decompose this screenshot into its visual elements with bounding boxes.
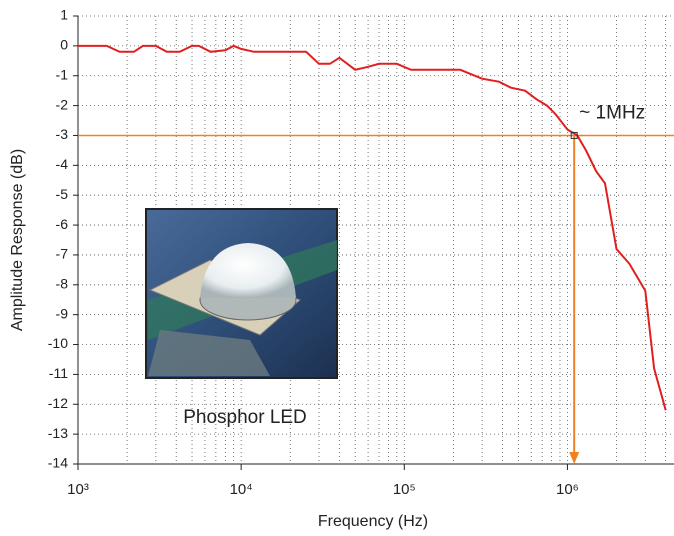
y-tick-label: -14 [48,455,68,471]
y-axis-title: Amplitude Response (dB) [9,149,26,331]
y-tick-label: -1 [56,66,69,82]
y-tick-label: -7 [56,246,69,262]
inset-caption: Phosphor LED [183,407,307,428]
y-tick-label: -10 [48,335,68,351]
x-tick-label: 10³ [67,481,89,498]
x-tick-label: 10⁵ [393,481,416,498]
y-tick-label: -13 [48,425,68,441]
data-line [78,44,667,411]
y-tick-label: -3 [56,126,69,142]
annotation: ~ 1MHz [579,102,645,123]
x-axis-title: Frequency (Hz) [318,513,428,530]
y-tick-label: -2 [56,96,69,112]
x-tick-label: 10⁴ [230,481,253,498]
y-tick-label: -5 [56,186,69,202]
y-tick-label: -4 [56,156,69,172]
y-tick-label: -11 [49,365,68,381]
y-tick-label: 0 [60,37,68,53]
arrow-head [569,452,580,464]
y-tick-label: 1 [60,7,68,23]
cutoff-marker [570,131,578,139]
y-tick-label: -12 [48,395,68,411]
y-tick-label: -8 [56,276,69,292]
y-tick-label: -6 [56,216,69,232]
x-tick-label: 10⁶ [556,481,579,498]
inset-photo [145,208,338,379]
y-tick-label: -9 [56,305,69,321]
